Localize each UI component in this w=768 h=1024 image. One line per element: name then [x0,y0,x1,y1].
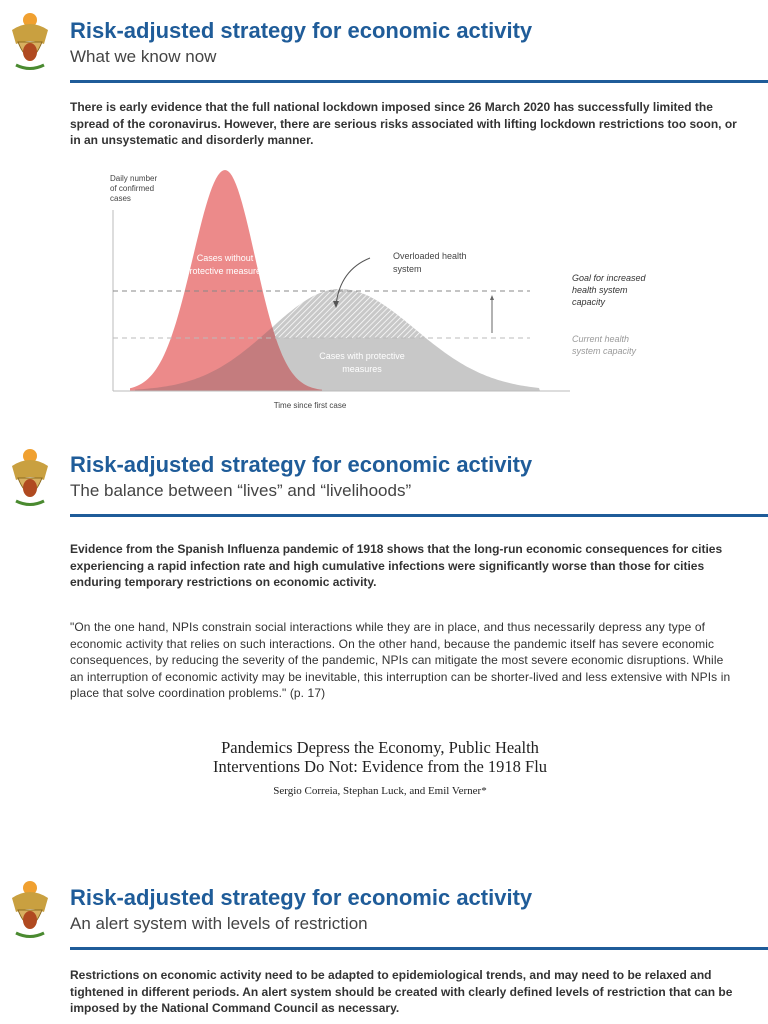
red-curve-label: Cases without [197,253,254,263]
flatten-curve-diagram: Daily number of confirmed cases Time sin… [110,170,647,410]
overload-arrow-icon [335,257,371,306]
slide-subtitle: What we know now [70,47,217,66]
slide-title: Risk-adjusted strategy for economic acti… [70,18,533,43]
goal-label: health system [572,285,628,295]
coat-of-arms-logo [12,13,48,70]
overload-label: Overloaded health [393,251,467,261]
title-rule [70,947,768,950]
curve-overlap [135,289,322,391]
current-capacity-label: system capacity [572,346,637,356]
slide-title: Risk-adjusted strategy for economic acti… [70,452,533,477]
slide-body: Evidence from the Spanish Influenza pand… [70,542,723,589]
paper-title: Interventions Do Not: Evidence from the … [212,757,548,776]
coat-of-arms-logo [12,881,48,938]
y-axis-label: Daily number [110,174,157,183]
coat-of-arms-logo [12,449,48,506]
goal-label: Goal for increased [572,273,647,283]
current-capacity-label: Current health [572,334,629,344]
slide-title: Risk-adjusted strategy for economic acti… [70,885,533,910]
paper-citation-image: Pandemics Depress the Economy, Public He… [190,738,570,797]
y-axis-label: of confirmed [110,184,154,193]
x-axis-label: Time since first case [274,401,347,410]
paper-quote: "On the one hand, NPIs constrain social … [70,620,731,700]
red-curve-label: protective measures [184,266,266,276]
slide-subtitle: An alert system with levels of restricti… [70,914,368,933]
y-axis-label: cases [110,194,131,203]
title-rule [70,80,768,83]
goal-label: capacity [572,297,606,307]
paper-title: Pandemics Depress the Economy, Public He… [221,738,539,757]
paper-authors: Sergio Correia, Stephan Luck, and Emil V… [273,785,487,797]
gray-curve-label: Cases with protective [319,351,405,361]
overloaded-region [259,289,426,338]
slide-body: There is early evidence that the full na… [70,100,737,147]
title-rule [70,514,768,517]
slide-body: Restrictions on economic activity need t… [70,968,733,1015]
slide-subtitle: The balance between “lives” and “livelih… [70,481,412,500]
overload-label: system [393,264,422,274]
gray-curve-label: measures [342,364,382,374]
